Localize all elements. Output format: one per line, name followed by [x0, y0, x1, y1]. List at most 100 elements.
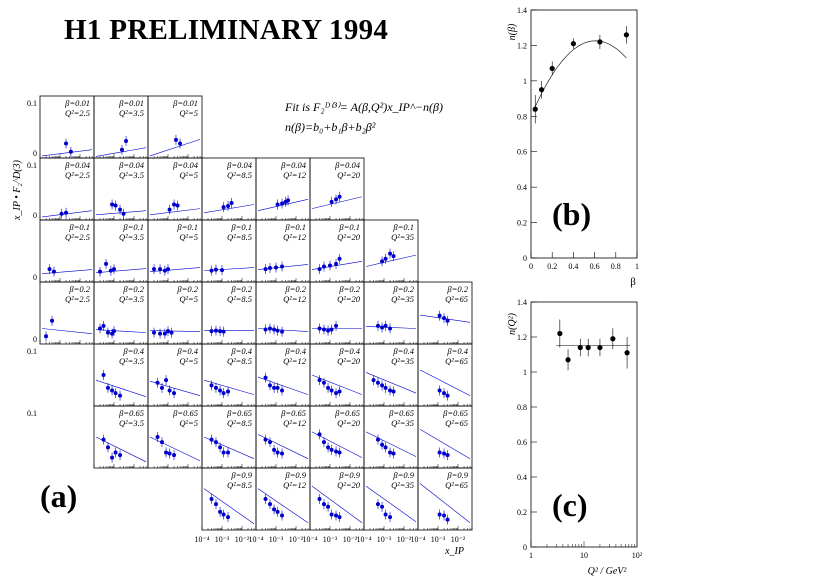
data-point [321, 380, 326, 385]
panel-c-point [565, 357, 571, 363]
data-point [155, 380, 160, 385]
data-point [155, 435, 160, 439]
cell-fit-line [419, 369, 471, 396]
data-point [334, 449, 339, 454]
cell-fit-line [365, 431, 417, 457]
cell-q2-label: Q²=20 [337, 170, 361, 180]
cell-beta-label: β=0.04 [280, 160, 307, 170]
panel-a-cell: β=0.2Q²=5 [147, 281, 203, 345]
data-point [218, 329, 223, 334]
cell-q2-label: Q²=65 [445, 480, 468, 490]
data-point [437, 388, 442, 393]
data-point [317, 378, 322, 383]
data-point [380, 325, 385, 330]
data-point [220, 268, 225, 273]
data-point [391, 389, 396, 394]
cell-beta-label: β=0.1 [338, 222, 360, 232]
data-point [317, 432, 322, 437]
data-point [175, 203, 180, 208]
data-point [329, 512, 334, 517]
cell-beta-label: β=0.04 [64, 160, 91, 170]
cell-beta-label: β=0.1 [284, 222, 306, 232]
data-point [119, 147, 124, 152]
cell-q2-label: Q²=35 [391, 480, 414, 490]
panel-b-fit-curve [532, 40, 627, 112]
data-point [371, 378, 376, 383]
data-point [275, 385, 280, 390]
data-point [169, 330, 174, 335]
data-point [334, 197, 339, 202]
panel-b-x-axis-label: β [630, 276, 636, 288]
data-point [334, 323, 339, 328]
data-point [317, 497, 322, 501]
data-point [64, 210, 69, 215]
data-point [267, 326, 272, 331]
cell-fit-line [311, 196, 363, 209]
data-point [47, 267, 52, 272]
cell-beta-label: β=0.2 [176, 284, 198, 294]
panel-c-point [577, 344, 583, 351]
panel-a-cell: β=0.2Q²=8.5 [201, 281, 257, 345]
panel-c-y-tick-label: 0.6 [517, 438, 527, 447]
panel-c-point [597, 344, 603, 351]
data-point [209, 497, 214, 501]
panel-b-y-tick-label: 1 [523, 77, 527, 86]
panel-a-cell: β=0.2Q²=3.5 [93, 281, 149, 345]
panel-b-y-tick-label: 0.2 [517, 219, 527, 228]
cell-beta-label: β=0.4 [230, 346, 252, 356]
cell-q2-label: Q²=5 [179, 356, 198, 366]
cell-fit-line [41, 269, 93, 275]
panel-a-x-tick-label: 10⁻⁴ [356, 535, 371, 544]
data-point [158, 267, 163, 272]
cell-q2-label: Q²=2.5 [65, 294, 90, 304]
data-point [44, 334, 49, 339]
panel-c-x-tick-label: 1 [529, 551, 533, 560]
data-point [263, 497, 268, 501]
data-point [388, 388, 393, 393]
data-point [166, 267, 171, 272]
data-point [280, 329, 285, 334]
figure-title: H1 PRELIMINARY 1994 [64, 14, 389, 46]
cell-q2-label: Q²=2.5 [65, 108, 90, 118]
panel-a-x-tick-label: 10⁻² [451, 535, 466, 544]
data-point [213, 267, 218, 272]
panel-a-x-tick-label: 10⁻³ [431, 535, 446, 544]
panel-c-x-axis-label: Q² / GeV² [588, 566, 628, 577]
cell-q2-label: Q²=5 [179, 418, 198, 428]
panel-a-cell: β=0.4Q²=65 [417, 343, 473, 407]
panel-b-y-tick-label: 1.4 [517, 6, 527, 15]
panel-b-point [549, 65, 555, 72]
cell-q2-label: Q²=65 [445, 356, 468, 366]
data-point [280, 513, 285, 518]
cell-q2-label: Q²=5 [179, 170, 198, 180]
data-point [112, 329, 117, 334]
data-point [159, 440, 164, 445]
panel-b-frame [530, 9, 638, 259]
cell-q2-label: Q²=20 [337, 356, 361, 366]
data-point [152, 330, 157, 335]
panel-c-y-tick-label: 1 [523, 368, 527, 377]
data-point [437, 450, 442, 455]
panel-a-x-axis-label: x_IP [444, 546, 464, 557]
panel-a-cell: β=0.4Q²=3.5 [93, 343, 149, 407]
data-point [209, 329, 214, 334]
panel-a-y-tick-label: 0 [33, 273, 37, 282]
cell-q2-label: Q²=2.5 [65, 170, 90, 180]
panel-c-point [610, 336, 616, 342]
panel-b-point [532, 106, 538, 112]
cell-q2-label: Q²=5 [179, 108, 198, 118]
panel-a-cell: β=0.4Q²=35 [363, 343, 419, 407]
data-point [329, 388, 334, 393]
panel-a-x-tick-label: 10⁻⁴ [194, 535, 209, 544]
panel-b-point [623, 32, 630, 38]
cell-beta-label: β=0.01 [64, 98, 90, 108]
data-point [380, 442, 385, 447]
cell-fit-line [203, 204, 255, 214]
data-point [274, 265, 279, 270]
cell-q2-label: Q²=12 [283, 356, 307, 366]
panel-a-y-tick-label: 0 [33, 211, 37, 220]
